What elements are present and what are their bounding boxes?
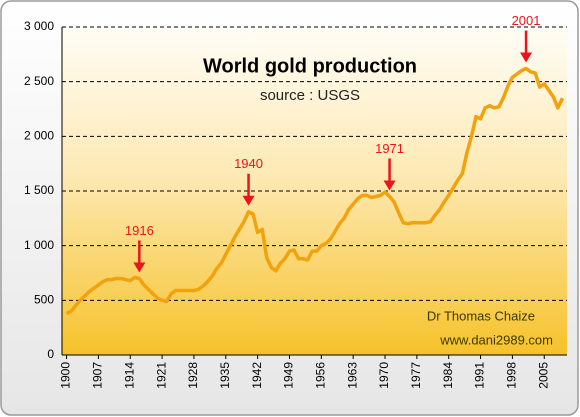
annotation-arrowhead xyxy=(133,262,146,273)
x-tick-label: 1921 xyxy=(154,362,168,389)
annotation-arrowhead xyxy=(383,180,396,191)
chart-title: World gold production xyxy=(203,55,417,77)
x-tick-label: 1956 xyxy=(313,362,327,389)
x-tick-label: 2005 xyxy=(536,362,550,389)
x-tick-label: 1914 xyxy=(122,362,136,389)
x-tick-label: 1900 xyxy=(59,362,73,389)
credit: Dr Thomas Chaize xyxy=(427,308,535,323)
annotation-label: 1916 xyxy=(125,223,154,238)
credit: www.dani2989.com xyxy=(439,332,553,347)
annotation-label: 2001 xyxy=(512,13,541,28)
x-tick-label: 1935 xyxy=(218,362,232,389)
x-tick-label: 1942 xyxy=(250,362,264,389)
y-tick-label: 500 xyxy=(34,293,54,307)
y-tick-label: 1 000 xyxy=(24,238,54,252)
x-tick-label: 1998 xyxy=(505,362,519,389)
annotation-label: 1971 xyxy=(375,141,404,156)
data-line xyxy=(65,66,565,316)
annotation-arrowhead xyxy=(520,52,533,63)
y-tick-label: 2 000 xyxy=(24,129,54,143)
x-tick-label: 1984 xyxy=(441,362,455,389)
y-tick-label: 0 xyxy=(47,347,54,361)
x-tick-label: 1928 xyxy=(186,362,200,389)
x-tick-label: 1977 xyxy=(409,362,423,389)
x-tick-label: 1970 xyxy=(377,362,391,389)
y-tick-label: 1 500 xyxy=(24,183,54,197)
annotation-label: 1940 xyxy=(234,156,263,171)
annotation-arrowhead xyxy=(242,195,255,206)
x-tick-label: 1963 xyxy=(345,362,359,389)
chart-subtitle: source : USGS xyxy=(260,87,360,104)
x-tick-label: 1991 xyxy=(473,362,487,389)
y-tick-label: 2 500 xyxy=(24,74,54,88)
x-tick-label: 1907 xyxy=(91,362,105,389)
y-tick-label: 3 000 xyxy=(24,19,54,33)
x-tick-label: 1949 xyxy=(282,362,296,389)
